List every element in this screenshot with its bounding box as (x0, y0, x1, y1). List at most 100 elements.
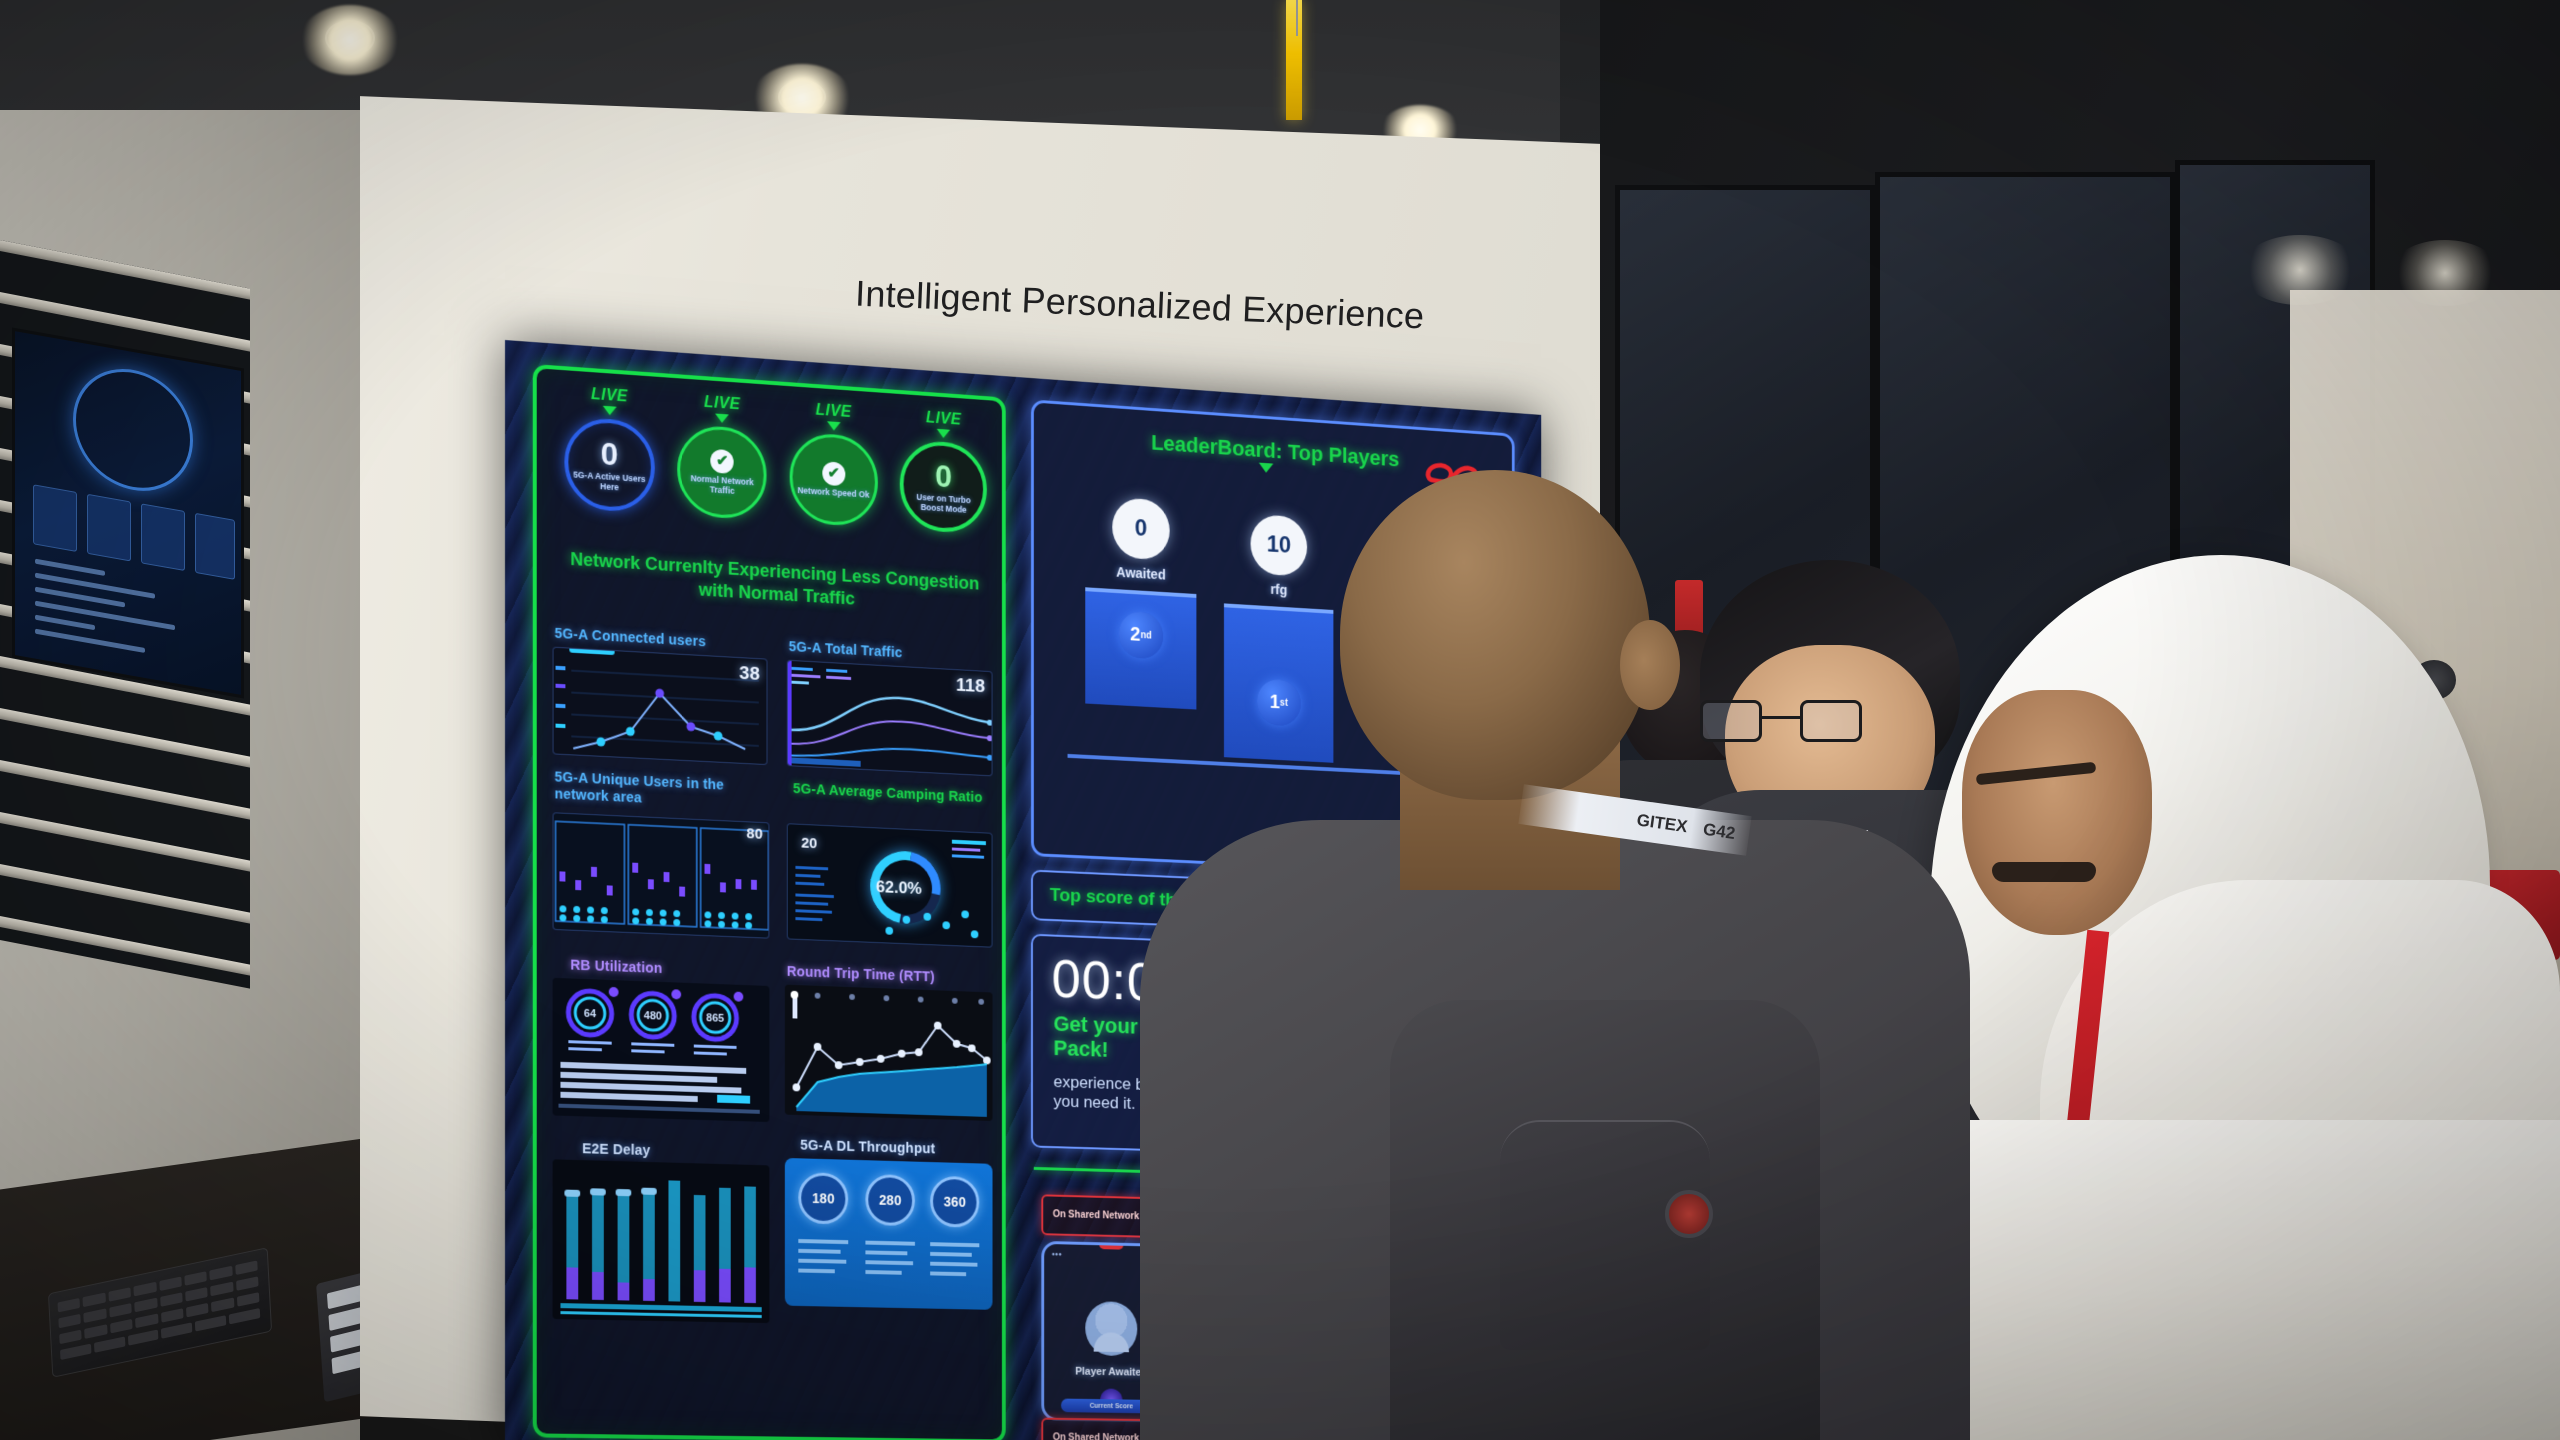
live-badge: LIVE (703, 393, 741, 414)
keyboard-key (82, 1292, 106, 1308)
display-tile (33, 484, 77, 553)
keyboard-key (228, 1308, 261, 1325)
check-circle-icon: ✔ (710, 448, 734, 474)
chart-title-rtt: Round Trip Time (RTT) (786, 963, 935, 985)
keyboard-key (133, 1281, 157, 1297)
slat (0, 240, 250, 300)
keyboard-key (159, 1292, 183, 1307)
avatar: 10 (1250, 513, 1308, 577)
chart-round-trip-time (784, 984, 993, 1121)
leaderboard-caret-icon (1258, 462, 1274, 474)
keyboard-key (84, 1324, 108, 1339)
keyboard-key (83, 1308, 107, 1323)
slat (0, 864, 250, 924)
kpi-caption: User on Turbo Boost Mode (916, 491, 971, 515)
kpi-caption: Normal Network Traffic (690, 472, 754, 496)
slat (0, 812, 250, 872)
glasses-bridge (1762, 716, 1800, 719)
person-4-face (1962, 690, 2152, 935)
live-caret-icon (937, 428, 951, 439)
avatar (1085, 1301, 1138, 1357)
network-metrics-panel: LIVE 0 5G-A Active Users Here LIVE ✔ Nor… (532, 363, 1006, 1440)
unique-users-columns (554, 813, 770, 938)
keyboard-key (185, 1286, 208, 1302)
camping-ratio-decor (795, 839, 986, 939)
svg-text:865: 865 (706, 1012, 724, 1025)
keyboard-key (211, 1297, 235, 1313)
kpi-turbo-boost-users: LIVE 0 User on Turbo Boost Mode (896, 407, 991, 569)
rtt-chart-graphics (790, 990, 993, 1121)
svg-text:64: 64 (584, 1008, 597, 1020)
chart-e2e-delay (552, 1159, 770, 1324)
keyboard-key (134, 1297, 158, 1313)
keyboard-key (209, 1265, 233, 1281)
lanyard-text-left: GITEX (1635, 810, 1689, 837)
keyboard-key (57, 1297, 81, 1313)
ceiling-cable-5 (1296, 0, 1298, 36)
chart-title-rb-utilization: RB Utilization (570, 956, 663, 976)
chart-title-unique-users: 5G-A Unique Users in the network area (554, 768, 725, 806)
keyboard-key (58, 1313, 82, 1329)
display-ring-graphic (73, 359, 193, 501)
throughput-decor (798, 1239, 980, 1277)
keyboard-key (185, 1302, 209, 1318)
chart-title-e2e-delay: E2E Delay (582, 1140, 651, 1159)
chart-rb-utilization: 64 480 865 (552, 977, 770, 1123)
chart-title-connected-users: 5G-A Connected users (554, 624, 706, 650)
display-tile (195, 512, 235, 580)
keyboard-key (234, 1260, 258, 1276)
kpi-circle: 0 User on Turbo Boost Mode (899, 439, 988, 535)
keyboard-key (109, 1318, 133, 1334)
e2e-delay-bars (560, 1180, 762, 1319)
keyboard-key (93, 1336, 126, 1353)
keyboard-key (210, 1281, 234, 1297)
eyeglasses (1700, 700, 1870, 744)
person-1-ear (1620, 620, 1680, 710)
connected-users-sparkline (555, 665, 768, 765)
ceiling-yellow-pipe-vertical (1286, 0, 1302, 120)
display-bar (35, 600, 175, 631)
chart-dl-throughput: 180 280 360 (784, 1157, 993, 1310)
player-name: Awaited (1116, 564, 1166, 583)
display-bar (35, 614, 95, 631)
keyboard-key (160, 1308, 184, 1323)
live-caret-icon (602, 405, 617, 416)
kpi-caption: 5G-A Active Users Here (573, 469, 646, 492)
chart-value: 80 (746, 825, 763, 843)
slat (0, 916, 250, 976)
person-4-mustache (1992, 862, 2096, 882)
keyboard-key (161, 1322, 193, 1339)
rank-suffix: nd (1140, 629, 1152, 642)
chart-unique-users: 80 (552, 812, 770, 939)
chart-title-camping-ratio: 5G-A Average Camping Ratio (793, 780, 983, 806)
keyboard-key (235, 1276, 259, 1291)
rank-number: 2 (1130, 623, 1141, 646)
live-caret-icon (826, 421, 841, 432)
kpi-circle: ✔ Normal Network Traffic (677, 423, 767, 521)
kpi-normal-traffic: LIVE ✔ Normal Network Traffic (674, 392, 771, 556)
slat (0, 708, 250, 768)
svg-text:480: 480 (644, 1010, 662, 1023)
chart-total-traffic: 118 (786, 659, 993, 777)
chart-camping-ratio: 20 62.0% (786, 823, 993, 948)
rank-suffix: st (1279, 697, 1288, 709)
phone-notch (1099, 1242, 1124, 1250)
kpi-caption: Network Speed Ok (797, 484, 870, 500)
keyboard-key (108, 1287, 132, 1302)
kpi-network-speed: LIVE ✔ Network Speed Ok (786, 400, 882, 563)
backpack-front-pocket (1500, 1120, 1710, 1350)
person-1-head (1340, 470, 1650, 800)
display-tile (87, 493, 131, 562)
lanyard-text-right: G42 (1701, 819, 1737, 843)
display-tile (141, 503, 185, 572)
slat (0, 760, 250, 820)
chart-value: 38 (739, 662, 760, 685)
live-badge: LIVE (925, 409, 962, 429)
check-circle-icon: ✔ (822, 460, 846, 486)
kpi-active-users: LIVE 0 5G-A Active Users Here (560, 384, 658, 550)
main-dashboard-display: LIVE 0 5G-A Active Users Here LIVE ✔ Nor… (505, 340, 1542, 1440)
